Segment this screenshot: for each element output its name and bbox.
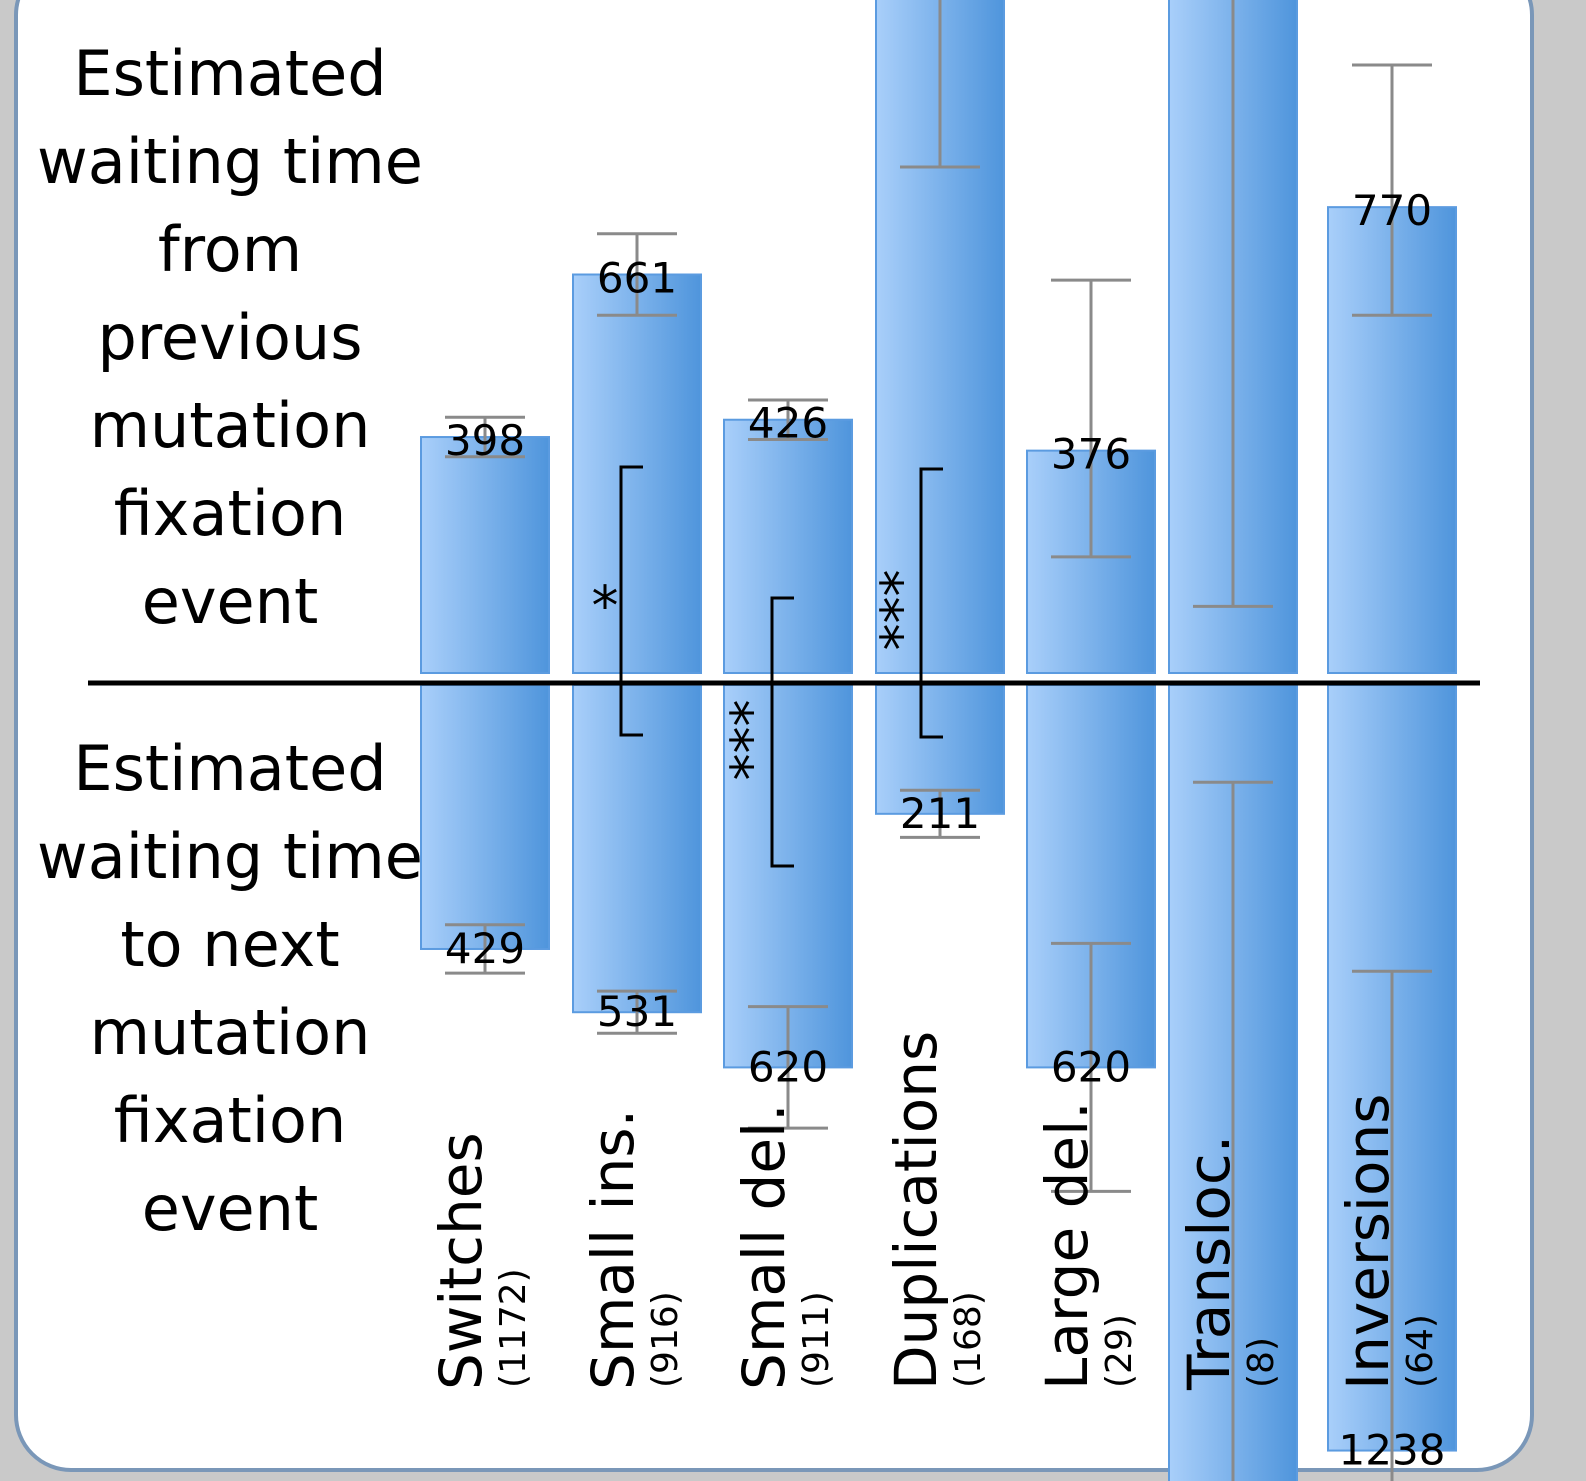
- value-label-upper-4: 376: [1051, 430, 1131, 479]
- significance-label-1: ***: [720, 700, 783, 781]
- category-label-6: Inversions: [1334, 1093, 1402, 1390]
- count-label-5: (8): [1241, 1337, 1282, 1388]
- category-label-3: Duplications: [882, 1031, 950, 1390]
- count-label-1: (916): [645, 1291, 686, 1388]
- left-label-top-line-4: mutation: [90, 389, 371, 462]
- significance-bracket-0: [619, 465, 643, 737]
- value-label-upper-1: 661: [597, 254, 677, 303]
- bar-lower-2: [723, 684, 853, 1069]
- category-label-4: Large del.: [1033, 1101, 1101, 1390]
- significance-bracket-2: [919, 467, 943, 739]
- bar-lower-0: [420, 684, 550, 950]
- significance-bracket-1: [770, 596, 794, 868]
- error-bars-layer: [445, 0, 1432, 1481]
- count-label-4: (29): [1099, 1314, 1140, 1388]
- category-label-5: Transloc.: [1175, 1135, 1243, 1391]
- left-label-bottom-line-3: mutation: [90, 996, 371, 1069]
- significance-label-2: ***: [870, 570, 933, 651]
- bar-lower-1: [572, 684, 702, 1014]
- value-label-lower-2: 620: [748, 1042, 828, 1091]
- significance-layer: *******: [592, 465, 943, 868]
- left-label-top-line-5: fixation: [114, 477, 347, 550]
- value-label-lower-3: 211: [900, 789, 980, 838]
- count-label-0: (1172): [493, 1268, 534, 1388]
- left-label-top-line-3: previous: [97, 301, 362, 374]
- category-label-1: Small ins.: [579, 1109, 647, 1390]
- left-label-top-line-1: waiting time: [37, 125, 423, 198]
- value-label-lower-4: 620: [1051, 1042, 1131, 1091]
- bar-upper-1: [572, 273, 702, 674]
- value-label-lower-0: 429: [445, 924, 525, 973]
- value-label-lower-1: 531: [597, 987, 677, 1036]
- left-label-bottom-line-4: fixation: [114, 1084, 347, 1157]
- value-label-lower-6: 1238: [1339, 1426, 1446, 1475]
- left-label-bottom-line-1: waiting time: [37, 820, 423, 893]
- labels-layer: 398 429 Switches(1172) 661 531 Small ins.(916…: [37, 37, 1445, 1475]
- count-label-6: (64): [1400, 1314, 1441, 1388]
- left-label-bottom-line-5: event: [142, 1172, 319, 1245]
- left-label-bottom-line-2: to next: [120, 908, 339, 981]
- bar-upper-2: [723, 418, 853, 674]
- category-label-0: Switches: [427, 1132, 495, 1390]
- significance-label-0: *: [592, 575, 619, 638]
- bar-upper-0: [420, 436, 550, 675]
- left-label-top-line-6: event: [142, 565, 319, 638]
- left-label-top-line-2: from: [158, 213, 302, 286]
- value-label-upper-2: 426: [748, 399, 828, 448]
- value-label-upper-0: 398: [445, 416, 525, 465]
- left-label-top-line-0: Estimated: [73, 37, 386, 110]
- category-label-2: Small del.: [730, 1103, 798, 1390]
- count-label-3: (168): [948, 1291, 989, 1388]
- count-label-2: (911): [796, 1291, 837, 1388]
- left-label-bottom-line-0: Estimated: [73, 732, 386, 805]
- value-label-upper-6: 770: [1352, 186, 1432, 235]
